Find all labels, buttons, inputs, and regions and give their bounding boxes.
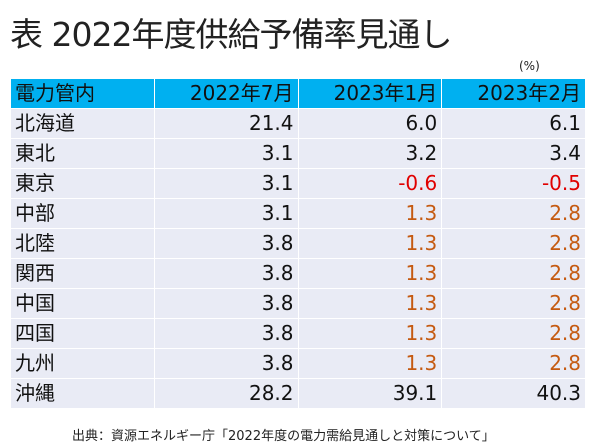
value-cell: 1.3 (297, 228, 443, 259)
value-cell: -0.6 (297, 168, 443, 199)
value-cell: 2.8 (441, 288, 586, 319)
header-area: 電力管内 (10, 78, 155, 109)
area-cell: 東北 (10, 138, 155, 169)
table-row: 四国 3.8 1.3 2.8 (10, 318, 586, 349)
table-row: 九州 3.8 1.3 2.8 (10, 348, 586, 379)
value-cell: 3.4 (441, 138, 586, 169)
table-header-row: 電力管内 2022年7月 2023年1月 2023年2月 (10, 78, 586, 109)
area-cell: 北海道 (10, 108, 155, 139)
value-cell: 6.0 (297, 108, 443, 139)
table-row: 沖縄 28.2 39.1 40.3 (10, 378, 586, 409)
value-cell: -0.5 (441, 168, 586, 199)
table-row: 北陸 3.8 1.3 2.8 (10, 228, 586, 259)
value-cell: 3.1 (153, 138, 299, 169)
table-row: 中国 3.8 1.3 2.8 (10, 288, 586, 319)
value-cell: 2.8 (441, 228, 586, 259)
table-row: 東京 3.1 -0.6 -0.5 (10, 168, 586, 199)
value-cell: 40.3 (441, 378, 586, 409)
value-cell: 28.2 (153, 378, 299, 409)
unit-label: (%) (519, 59, 540, 73)
table-row: 関西 3.8 1.3 2.8 (10, 258, 586, 289)
table-row: 東北 3.1 3.2 3.4 (10, 138, 586, 169)
area-cell: 沖縄 (10, 378, 155, 409)
header-2023-01: 2023年1月 (297, 78, 443, 109)
value-cell: 2.8 (441, 198, 586, 229)
value-cell: 3.8 (153, 258, 299, 289)
value-cell: 3.8 (153, 348, 299, 379)
value-cell: 39.1 (297, 378, 443, 409)
table-row: 北海道 21.4 6.0 6.1 (10, 108, 586, 139)
area-cell: 北陸 (10, 228, 155, 259)
table-row: 中部 3.1 1.3 2.8 (10, 198, 586, 229)
value-cell: 3.8 (153, 288, 299, 319)
area-cell: 九州 (10, 348, 155, 379)
area-cell: 四国 (10, 318, 155, 349)
value-cell: 1.3 (297, 318, 443, 349)
value-cell: 3.1 (153, 168, 299, 199)
reserve-margin-table: 電力管内 2022年7月 2023年1月 2023年2月 北海道 21.4 6.0 6… (10, 78, 586, 409)
value-cell: 3.8 (153, 318, 299, 349)
header-2023-02: 2023年2月 (441, 78, 586, 109)
area-cell: 中国 (10, 288, 155, 319)
value-cell: 1.3 (297, 288, 443, 319)
value-cell: 1.3 (297, 348, 443, 379)
source-note: 出典：資源エネルギー庁「2022年度の電力需給見通しと対策について」 (72, 429, 495, 444)
page-title: 表 2022年度供給予備率見通し (10, 15, 452, 54)
value-cell: 2.8 (441, 258, 586, 289)
value-cell: 2.8 (441, 318, 586, 349)
value-cell: 1.3 (297, 198, 443, 229)
area-cell: 中部 (10, 198, 155, 229)
value-cell: 3.1 (153, 198, 299, 229)
value-cell: 21.4 (153, 108, 299, 139)
value-cell: 2.8 (441, 348, 586, 379)
value-cell: 1.3 (297, 258, 443, 289)
area-cell: 関西 (10, 258, 155, 289)
value-cell: 3.2 (297, 138, 443, 169)
value-cell: 6.1 (441, 108, 586, 139)
area-cell: 東京 (10, 168, 155, 199)
value-cell: 3.8 (153, 228, 299, 259)
header-2022-07: 2022年7月 (153, 78, 299, 109)
